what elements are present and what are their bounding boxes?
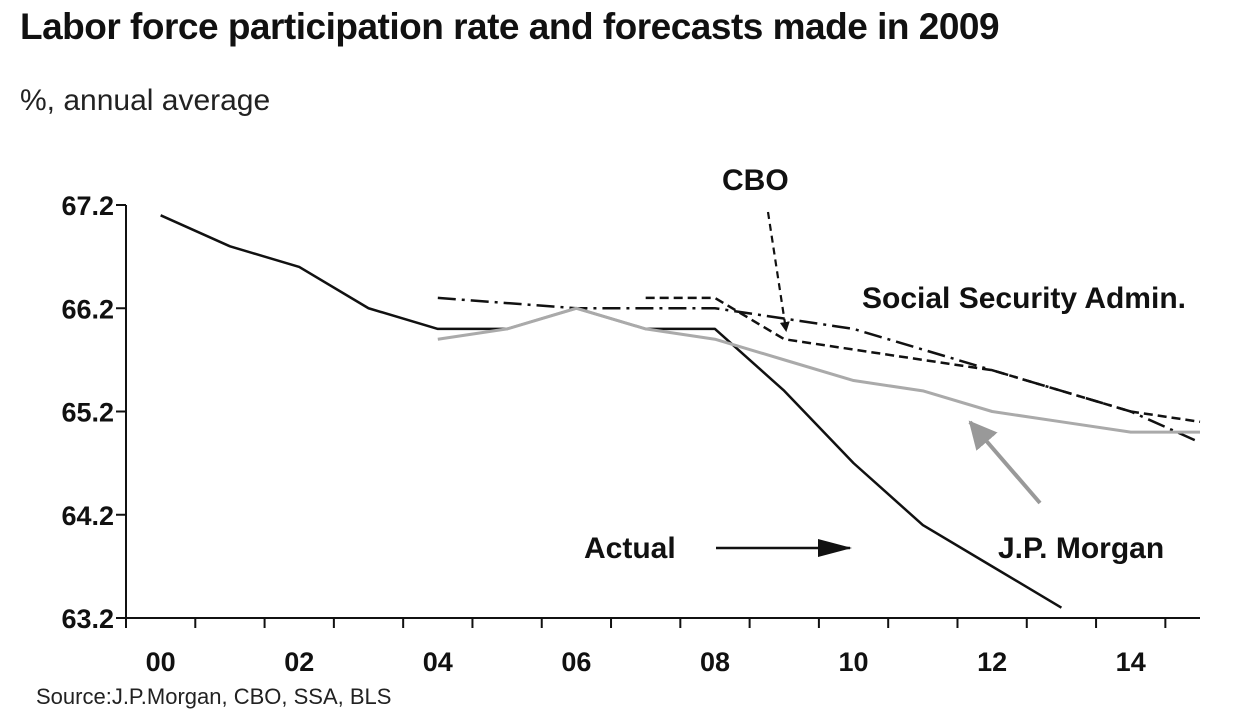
chart-subtitle: %, annual average: [20, 84, 271, 117]
annotation-cbo-arrow: [766, 211, 790, 332]
series-layer: [160, 214, 1201, 609]
annotation-actual-label: Actual: [584, 532, 676, 565]
chart-title: Labor force participation rate and forec…: [20, 6, 1000, 47]
annotation-jpmorgan-arrow: [968, 420, 1042, 505]
series-line-j-p-morgan: [437, 306, 1200, 434]
series-line-cbo: [645, 296, 1201, 424]
chart-source: Source:J.P.Morgan, CBO, SSA, BLS: [36, 684, 392, 709]
x-tick-label: 10: [839, 647, 869, 677]
x-tick-label: 08: [700, 647, 730, 677]
y-tick-label: 63.2: [61, 604, 114, 634]
y-tick-label: 64.2: [61, 501, 114, 531]
y-tick-label: 65.2: [61, 398, 114, 428]
axes: 67.2 66.2 65.2 64.2 63.2 00 02 04 06 08 10 12 14: [61, 191, 1200, 677]
x-tick-label: 14: [1116, 647, 1146, 677]
annotation-ssa-label: Social Security Admin.: [862, 282, 1186, 315]
x-tick-label: 04: [423, 647, 453, 677]
x-tick-label: 06: [561, 647, 591, 677]
annotation-cbo-label: CBO: [722, 164, 789, 197]
annotation-jpmorgan-label: J.P. Morgan: [998, 532, 1164, 565]
y-tick-label: 67.2: [61, 191, 114, 221]
x-tick-label: 12: [977, 647, 1007, 677]
y-tick-label: 66.2: [61, 294, 114, 324]
x-tick-label: 02: [284, 647, 314, 677]
x-tick-label: 00: [146, 647, 176, 677]
annotation-layer: CBO Social Security Admin. Actual J.P. M…: [584, 164, 1186, 565]
